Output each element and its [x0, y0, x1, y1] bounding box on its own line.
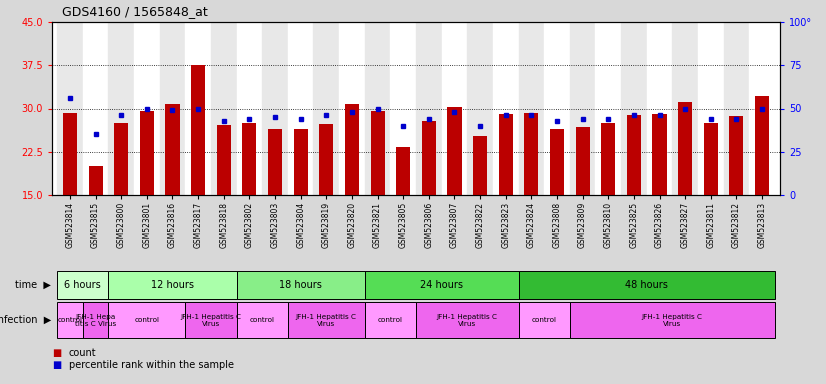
Bar [525, 113, 539, 195]
Bar [544, 22, 570, 195]
Bar [287, 22, 313, 195]
Bar [165, 104, 179, 195]
Bar [570, 22, 596, 195]
Text: count: count [69, 348, 96, 358]
Text: JFH-1 Hepatitis C
Virus: JFH-1 Hepatitis C Virus [180, 313, 241, 326]
Bar [236, 271, 365, 299]
Text: 6 hours: 6 hours [64, 280, 101, 290]
Bar [448, 107, 462, 195]
Bar [416, 22, 442, 195]
Bar [621, 22, 647, 195]
Text: JFH-1 Hepatitis C
Virus: JFH-1 Hepatitis C Virus [296, 313, 357, 326]
Text: GDS4160 / 1565848_at: GDS4160 / 1565848_at [62, 5, 208, 18]
Bar [211, 22, 236, 195]
Bar [755, 96, 769, 195]
Bar [473, 136, 487, 195]
Text: 24 hours: 24 hours [420, 280, 463, 290]
Bar [601, 123, 615, 195]
Bar [519, 271, 775, 299]
Bar [704, 123, 718, 195]
Bar [140, 111, 154, 195]
Bar [236, 22, 262, 195]
Bar [242, 124, 256, 195]
Text: infection  ▶: infection ▶ [0, 315, 51, 325]
Bar [493, 22, 519, 195]
Bar [519, 22, 544, 195]
Bar [114, 123, 128, 195]
Bar [63, 113, 77, 195]
Bar [339, 22, 365, 195]
Bar [416, 301, 519, 338]
Bar [678, 102, 692, 195]
Bar [672, 22, 698, 195]
Text: 12 hours: 12 hours [151, 280, 194, 290]
Bar [365, 22, 391, 195]
Bar [499, 114, 513, 195]
Bar [191, 65, 205, 195]
Bar [57, 271, 108, 299]
Bar [391, 22, 416, 195]
Bar [236, 301, 287, 338]
Bar [57, 22, 83, 195]
Bar [268, 129, 282, 195]
Bar [88, 166, 102, 195]
Text: JFH-1 Hepa
titis C Virus: JFH-1 Hepa titis C Virus [75, 313, 116, 326]
Bar [134, 22, 159, 195]
Bar [468, 22, 493, 195]
Bar [319, 124, 334, 195]
Bar [596, 22, 621, 195]
Text: percentile rank within the sample: percentile rank within the sample [69, 360, 234, 370]
Bar [185, 22, 211, 195]
Bar [627, 116, 641, 195]
Text: time  ▶: time ▶ [16, 280, 51, 290]
Bar [396, 147, 411, 195]
Bar [729, 116, 743, 195]
Bar [570, 301, 775, 338]
Bar [287, 301, 365, 338]
Bar [159, 22, 185, 195]
Bar [653, 114, 667, 195]
Text: control: control [249, 317, 275, 323]
Text: control: control [135, 317, 159, 323]
Bar [698, 22, 724, 195]
Bar [108, 271, 236, 299]
Bar [724, 22, 749, 195]
Bar [313, 22, 339, 195]
Bar [371, 111, 385, 195]
Text: JFH-1 Hepatitis C
Virus: JFH-1 Hepatitis C Virus [437, 313, 498, 326]
Text: 48 hours: 48 hours [625, 280, 668, 290]
Bar [83, 22, 108, 195]
Bar [108, 301, 185, 338]
Bar [442, 22, 468, 195]
Text: control: control [532, 317, 557, 323]
Bar [365, 271, 519, 299]
Text: JFH-1 Hepatitis C
Virus: JFH-1 Hepatitis C Virus [642, 313, 703, 326]
Bar [262, 22, 287, 195]
Bar [576, 127, 590, 195]
Bar [293, 129, 308, 195]
Bar [216, 125, 230, 195]
Bar [519, 301, 570, 338]
Bar [345, 104, 359, 195]
Bar [647, 22, 672, 195]
Bar [550, 129, 564, 195]
Bar [108, 22, 134, 195]
Text: ■: ■ [52, 360, 61, 370]
Text: control: control [377, 317, 403, 323]
Text: ■: ■ [52, 348, 61, 358]
Bar [749, 22, 775, 195]
Bar [365, 301, 416, 338]
Bar [83, 301, 108, 338]
Bar [185, 301, 236, 338]
Bar [57, 301, 83, 338]
Bar [422, 121, 436, 195]
Text: control: control [58, 317, 83, 323]
Text: 18 hours: 18 hours [279, 280, 322, 290]
